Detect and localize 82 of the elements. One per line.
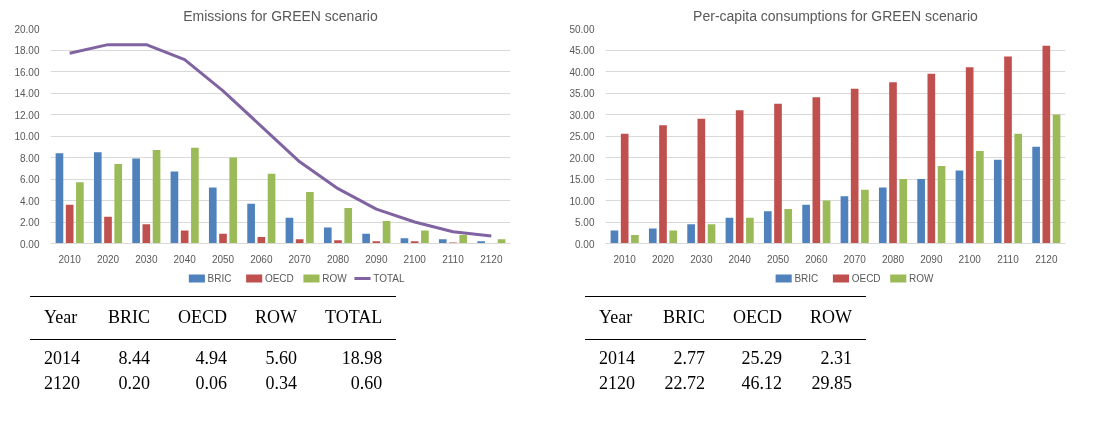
text: BRIC <box>94 296 165 340</box>
x-tick-label: 2070 <box>288 253 312 265</box>
chart-title: Emissions for GREEN scenario <box>183 7 378 24</box>
y-tick-label: 45.00 <box>569 45 595 56</box>
y-tick-label: 8.00 <box>20 152 40 164</box>
text: 29.85 <box>810 372 853 396</box>
x-tick-label: 2040 <box>173 253 197 265</box>
text: 0.06 <box>194 372 228 396</box>
text: ROW <box>241 296 312 340</box>
y-tick-label: 12.00 <box>14 109 40 121</box>
text: 2120 <box>43 372 81 396</box>
x-tick-label: 2110 <box>442 253 465 265</box>
y-tick-label: 20.00 <box>569 152 595 164</box>
y-tick-label: 18.00 <box>14 45 40 56</box>
x-tick-label: 2050 <box>211 253 235 265</box>
y-tick-label: 50.00 <box>569 23 595 35</box>
y-tick-label: 2.00 <box>20 217 40 228</box>
text: 0.34 <box>264 372 298 396</box>
x-tick-label: 2020 <box>96 253 120 265</box>
x-tick-label: 2100 <box>958 253 982 265</box>
text: 0.20 <box>117 372 151 396</box>
text: 2014 <box>598 346 636 370</box>
text: ROW <box>796 296 867 340</box>
y-tick-label: 0.00 <box>20 238 40 250</box>
text: 2120 <box>598 372 636 396</box>
y-tick-label: 4.00 <box>20 195 40 207</box>
legend-label: OECD <box>851 273 881 284</box>
text: 2.31 <box>819 346 853 370</box>
legend-label: ROW <box>908 273 934 284</box>
text: 0.60 <box>349 372 384 396</box>
text: 18.98 <box>340 346 384 370</box>
y-tick-label: 0.00 <box>575 238 595 250</box>
y-tick-label: 6.00 <box>20 174 40 185</box>
x-tick-label: 2080 <box>881 253 905 265</box>
x-tick-label: 2010 <box>58 253 82 265</box>
x-tick-label: 2050 <box>766 253 790 265</box>
y-tick-label: 40.00 <box>569 66 595 78</box>
x-tick-label: 2120 <box>1035 253 1058 265</box>
y-tick-label: 35.00 <box>569 88 595 99</box>
y-tick-label: 20.00 <box>14 23 40 35</box>
x-tick-label: 2030 <box>690 253 713 265</box>
text: 8.44 <box>117 346 151 370</box>
y-tick-label: 25.00 <box>569 131 595 142</box>
x-tick-label: 2090 <box>365 253 388 265</box>
text: 2.77 <box>672 346 706 370</box>
chart-title: Per-capita consumptions for GREEN scenario <box>693 7 979 24</box>
x-tick-label: 2110 <box>997 253 1020 265</box>
x-tick-label: 2020 <box>651 253 675 265</box>
y-tick-label: 16.00 <box>14 66 40 78</box>
y-tick-label: 5.00 <box>575 217 595 228</box>
text: 4.94 <box>194 346 228 370</box>
x-tick-label: 2010 <box>613 253 637 265</box>
x-tick-label: 2090 <box>920 253 943 265</box>
x-tick-label: 2060 <box>805 253 828 265</box>
legend-label: OECD <box>264 273 294 284</box>
text: OECD <box>164 296 242 340</box>
y-tick-label: 14.00 <box>14 88 40 99</box>
x-tick-label: 2070 <box>843 253 867 265</box>
x-tick-label: 2080 <box>326 253 350 265</box>
x-tick-label: 2120 <box>480 253 503 265</box>
text: OECD <box>719 296 797 340</box>
y-tick-label: 15.00 <box>569 174 595 185</box>
legend-label: BRIC <box>794 273 819 284</box>
text: BRIC <box>649 296 720 340</box>
x-tick-label: 2040 <box>728 253 752 265</box>
y-tick-label: 30.00 <box>569 109 595 121</box>
text: Year <box>585 296 649 340</box>
x-tick-label: 2060 <box>250 253 273 265</box>
x-tick-label: 2100 <box>403 253 427 265</box>
text: Year <box>30 296 94 340</box>
legend-label: BRIC <box>207 273 232 284</box>
legend-label: TOTAL <box>373 273 405 284</box>
text: 46.12 <box>740 372 783 396</box>
text: 22.72 <box>663 372 706 396</box>
x-tick-label: 2030 <box>135 253 158 265</box>
legend-label: ROW <box>322 273 348 284</box>
text: 5.60 <box>264 346 298 370</box>
text: TOTAL <box>311 296 397 340</box>
y-tick-label: 10.00 <box>14 131 40 142</box>
text: 2014 <box>43 346 81 370</box>
y-tick-label: 10.00 <box>569 195 595 207</box>
text: 25.29 <box>740 346 783 370</box>
